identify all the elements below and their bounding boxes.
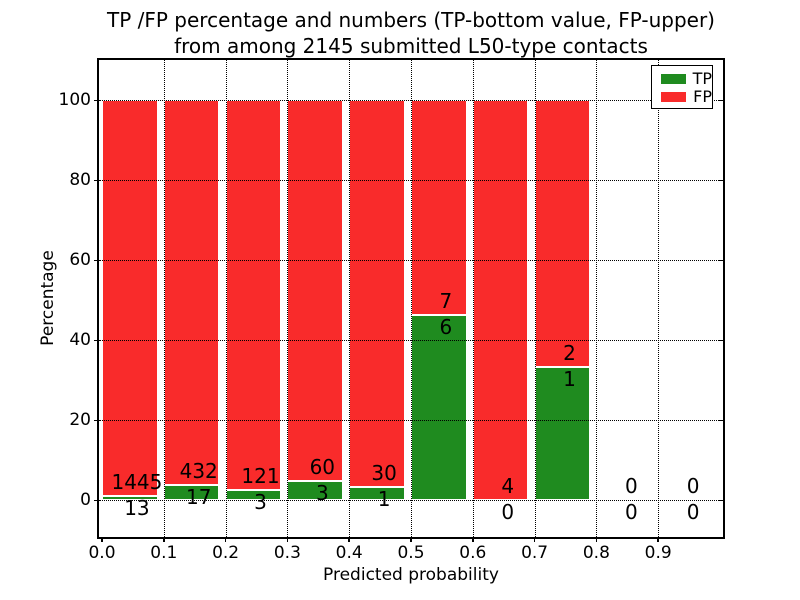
- bar-segment-fp: [534, 100, 591, 367]
- gridline-vertical: [225, 60, 227, 537]
- bar-count-fp: 1445: [111, 470, 163, 495]
- chart-title-line2: from among 2145 submitted L50-type conta…: [174, 34, 648, 58]
- bar-count-fp: 60: [309, 454, 336, 479]
- gridline-vertical: [534, 60, 536, 537]
- x-tick-label: 0.3: [273, 543, 301, 563]
- gridline-vertical: [287, 60, 289, 537]
- bar-count-tp: 0: [686, 500, 700, 524]
- gridline-vertical: [596, 60, 598, 537]
- y-tick-left: [94, 99, 99, 101]
- x-tick-label: 0.7: [521, 543, 549, 563]
- x-tick-bottom: [657, 537, 659, 542]
- bar-segment-fp: [102, 100, 158, 497]
- chart-title-line1: TP /FP percentage and numbers (TP-bottom…: [107, 8, 715, 32]
- y-axis-label: Percentage: [38, 250, 58, 346]
- bar-count-fp: 432: [179, 458, 218, 483]
- legend-swatch-fp: [661, 92, 687, 102]
- bar-count-fp: 0: [624, 474, 638, 498]
- legend-label-tp: TP: [692, 69, 712, 88]
- bar-segment-fp: [349, 100, 405, 488]
- y-tick-label: 40: [69, 330, 91, 350]
- y-tick-left: [94, 339, 99, 341]
- bar-count-fp: 0: [686, 474, 700, 498]
- y-tick-label: 0: [80, 490, 91, 510]
- x-tick-bottom: [348, 537, 350, 542]
- chart-title: TP /FP percentage and numbers (TP-bottom…: [99, 7, 723, 59]
- bar-count-fp: 7: [439, 289, 453, 314]
- bar-segment-fp: [225, 100, 282, 491]
- x-tick-label: 0.8: [582, 543, 610, 563]
- bar-count-tp: 0: [501, 500, 515, 524]
- legend-item-fp: FP: [661, 88, 712, 106]
- legend-label-fp: FP: [693, 87, 712, 106]
- x-tick-bottom: [163, 537, 165, 542]
- y-tick-left: [94, 179, 99, 181]
- bar-segment-fp: [287, 100, 343, 481]
- bar-segment-fp: [411, 100, 467, 316]
- y-tick-label: 80: [69, 170, 91, 190]
- y-tick-right: [718, 259, 723, 261]
- x-axis-label: Predicted probability: [323, 565, 499, 585]
- bar-segment-fp: [472, 100, 529, 500]
- y-tick-right: [718, 419, 723, 421]
- x-tick-bottom: [286, 537, 289, 542]
- x-tick-label: 0.1: [150, 543, 178, 563]
- x-tick-bottom: [224, 537, 227, 542]
- y-tick-label: 100: [58, 90, 91, 110]
- x-tick-bottom: [533, 537, 536, 542]
- y-tick-left: [94, 419, 99, 421]
- x-tick-bottom: [595, 537, 598, 542]
- bar-count-fp: 2: [563, 340, 576, 365]
- bar-count-tp: 0: [624, 500, 638, 524]
- y-tick-right: [718, 99, 723, 101]
- x-tick-bottom: [410, 537, 412, 542]
- y-tick-left: [94, 259, 99, 261]
- gridline-vertical: [658, 60, 660, 537]
- bar-count-fp: 121: [241, 464, 280, 489]
- x-tick-bottom: [101, 537, 103, 542]
- gridline-vertical: [472, 60, 474, 537]
- bar-segment-fp: [163, 100, 220, 485]
- x-tick-label: 0.2: [212, 543, 240, 563]
- legend: TP FP: [651, 65, 713, 109]
- bar-segment-tp: [534, 366, 591, 500]
- y-tick-right: [718, 339, 723, 341]
- y-tick-right: [718, 179, 723, 181]
- bar-count-tp: 6: [439, 315, 453, 340]
- legend-swatch-tp: [661, 74, 686, 84]
- gridline-vertical: [349, 60, 351, 537]
- y-tick-right: [718, 499, 723, 501]
- bar-count-tp: 13: [124, 496, 150, 521]
- y-tick-label: 20: [69, 410, 91, 430]
- plot-area: TP FP 1445 13 432 17 121 3 60 3 30 1 7 6 4 0 2 1 0 0 0 0: [94, 58, 725, 542]
- bar-count-tp: 17: [185, 484, 212, 509]
- bar-segment-tp: [102, 496, 158, 500]
- bar-count-tp: 1: [377, 487, 391, 512]
- y-tick-label: 60: [69, 250, 91, 270]
- bar-count-tp: 1: [563, 366, 576, 391]
- x-tick-label: 0.4: [335, 543, 363, 563]
- x-tick-label: 0.0: [88, 543, 116, 563]
- y-tick-left: [94, 499, 99, 501]
- x-tick-label: 0.5: [397, 543, 425, 563]
- gridline-vertical: [163, 60, 165, 537]
- x-tick-label: 0.6: [459, 543, 487, 563]
- bar-count-fp: 4: [501, 474, 515, 498]
- bar-count-tp: 3: [315, 480, 329, 505]
- bar-count-fp: 30: [371, 461, 397, 486]
- x-tick-bottom: [472, 537, 474, 542]
- gridline-vertical: [411, 60, 412, 537]
- x-tick-label: 0.9: [644, 543, 672, 563]
- legend-item-tp: TP: [661, 70, 712, 88]
- bar-segment-tp: [411, 315, 467, 500]
- bar-count-tp: 3: [254, 490, 267, 515]
